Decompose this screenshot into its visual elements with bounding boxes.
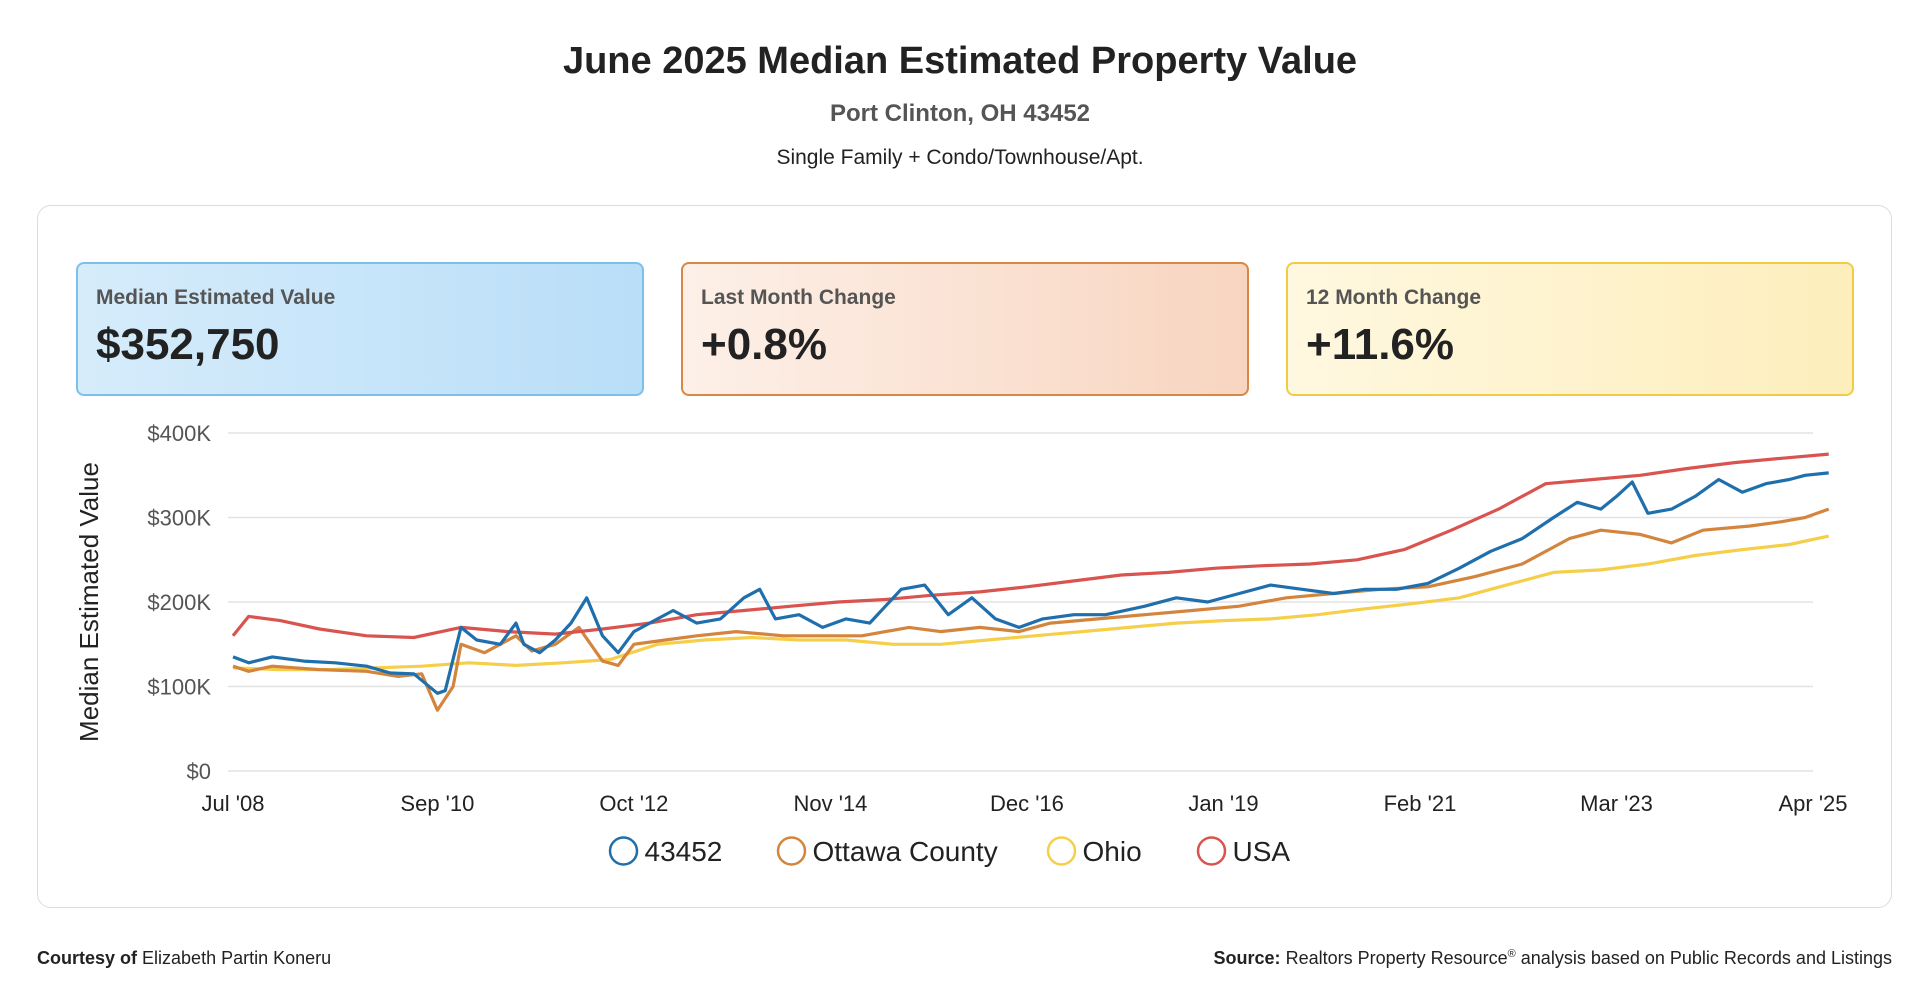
property-types-subtitle: Single Family + Condo/Townhouse/Apt. — [776, 146, 1144, 169]
x-tick-label: Dec '16 — [990, 791, 1064, 816]
series-line-43452 — [232, 471, 1829, 695]
median-value-card: Median Estimated Value $352,750 — [76, 262, 644, 396]
registered-mark: ® — [1507, 948, 1516, 960]
last-month-change-label: Last Month Change — [701, 286, 896, 309]
x-tick-label: Nov '14 — [793, 791, 867, 816]
y-tick-label: $300K — [147, 506, 211, 531]
x-tick-label: Mar '23 — [1580, 791, 1653, 816]
legend-marker-ohio — [1046, 836, 1077, 866]
x-tick-label: Feb '21 — [1384, 791, 1457, 816]
y-tick-label: $400K — [147, 421, 211, 446]
series-line-ottawa-county — [232, 507, 1830, 712]
courtesy-label: Courtesy of — [37, 948, 138, 968]
legend-marker-usa — [1196, 836, 1227, 866]
x-tick-label: Jan '19 — [1188, 791, 1258, 816]
chart-panel: Median Estimated Value $352,750 Last Mon… — [37, 205, 1892, 908]
twelve-month-change-value: +11.6% — [1306, 320, 1455, 369]
page-title: June 2025 Median Estimated Property Valu… — [562, 40, 1358, 82]
legend-label: Ohio — [1083, 836, 1142, 867]
x-tick-label: Oct '12 — [599, 791, 668, 816]
source-rest: analysis based on Public Records and Lis… — [1515, 948, 1892, 968]
last-month-change-card: Last Month Change +0.8% — [681, 262, 1249, 396]
median-value-label: Median Estimated Value — [96, 286, 336, 309]
y-tick-label: $200K — [147, 590, 211, 615]
legend-marker-43452 — [608, 836, 639, 866]
x-tick-label: Jul '08 — [202, 791, 265, 816]
legend-label: USA — [1233, 836, 1291, 867]
twelve-month-change-card: 12 Month Change +11.6% — [1286, 262, 1854, 396]
median-value: $352,750 — [96, 320, 280, 369]
series-line-ohio — [232, 534, 1830, 672]
courtesy-name: Elizabeth Partin Koneru — [142, 948, 332, 968]
x-tick-label: Apr '25 — [1778, 791, 1847, 816]
y-axis-label: Median Estimated Value — [74, 462, 104, 742]
source-footer: Source: Realtors Property Resource® anal… — [1214, 948, 1892, 969]
courtesy-footer: Courtesy of Elizabeth Partin Koneru — [37, 948, 331, 969]
series-line-usa — [231, 452, 1829, 640]
y-tick-label: $100K — [147, 675, 211, 700]
source-label: Source: — [1213, 948, 1281, 968]
x-tick-label: Sep '10 — [400, 791, 474, 816]
legend-marker-ottawa-county — [776, 836, 807, 866]
twelve-month-change-label: 12 Month Change — [1306, 286, 1482, 309]
line-chart: $0 $100K $200K $300K $400K Jul '08 Sep '10 Oct … — [74, 421, 1848, 867]
legend-label: 43452 — [645, 836, 723, 867]
legend-label: Ottawa County — [813, 836, 998, 867]
last-month-change-value: +0.8% — [701, 320, 827, 369]
location-subtitle: Port Clinton, OH 43452 — [829, 100, 1091, 127]
source-text: Realtors Property Resource — [1285, 948, 1508, 968]
y-tick-label: $0 — [187, 759, 211, 784]
